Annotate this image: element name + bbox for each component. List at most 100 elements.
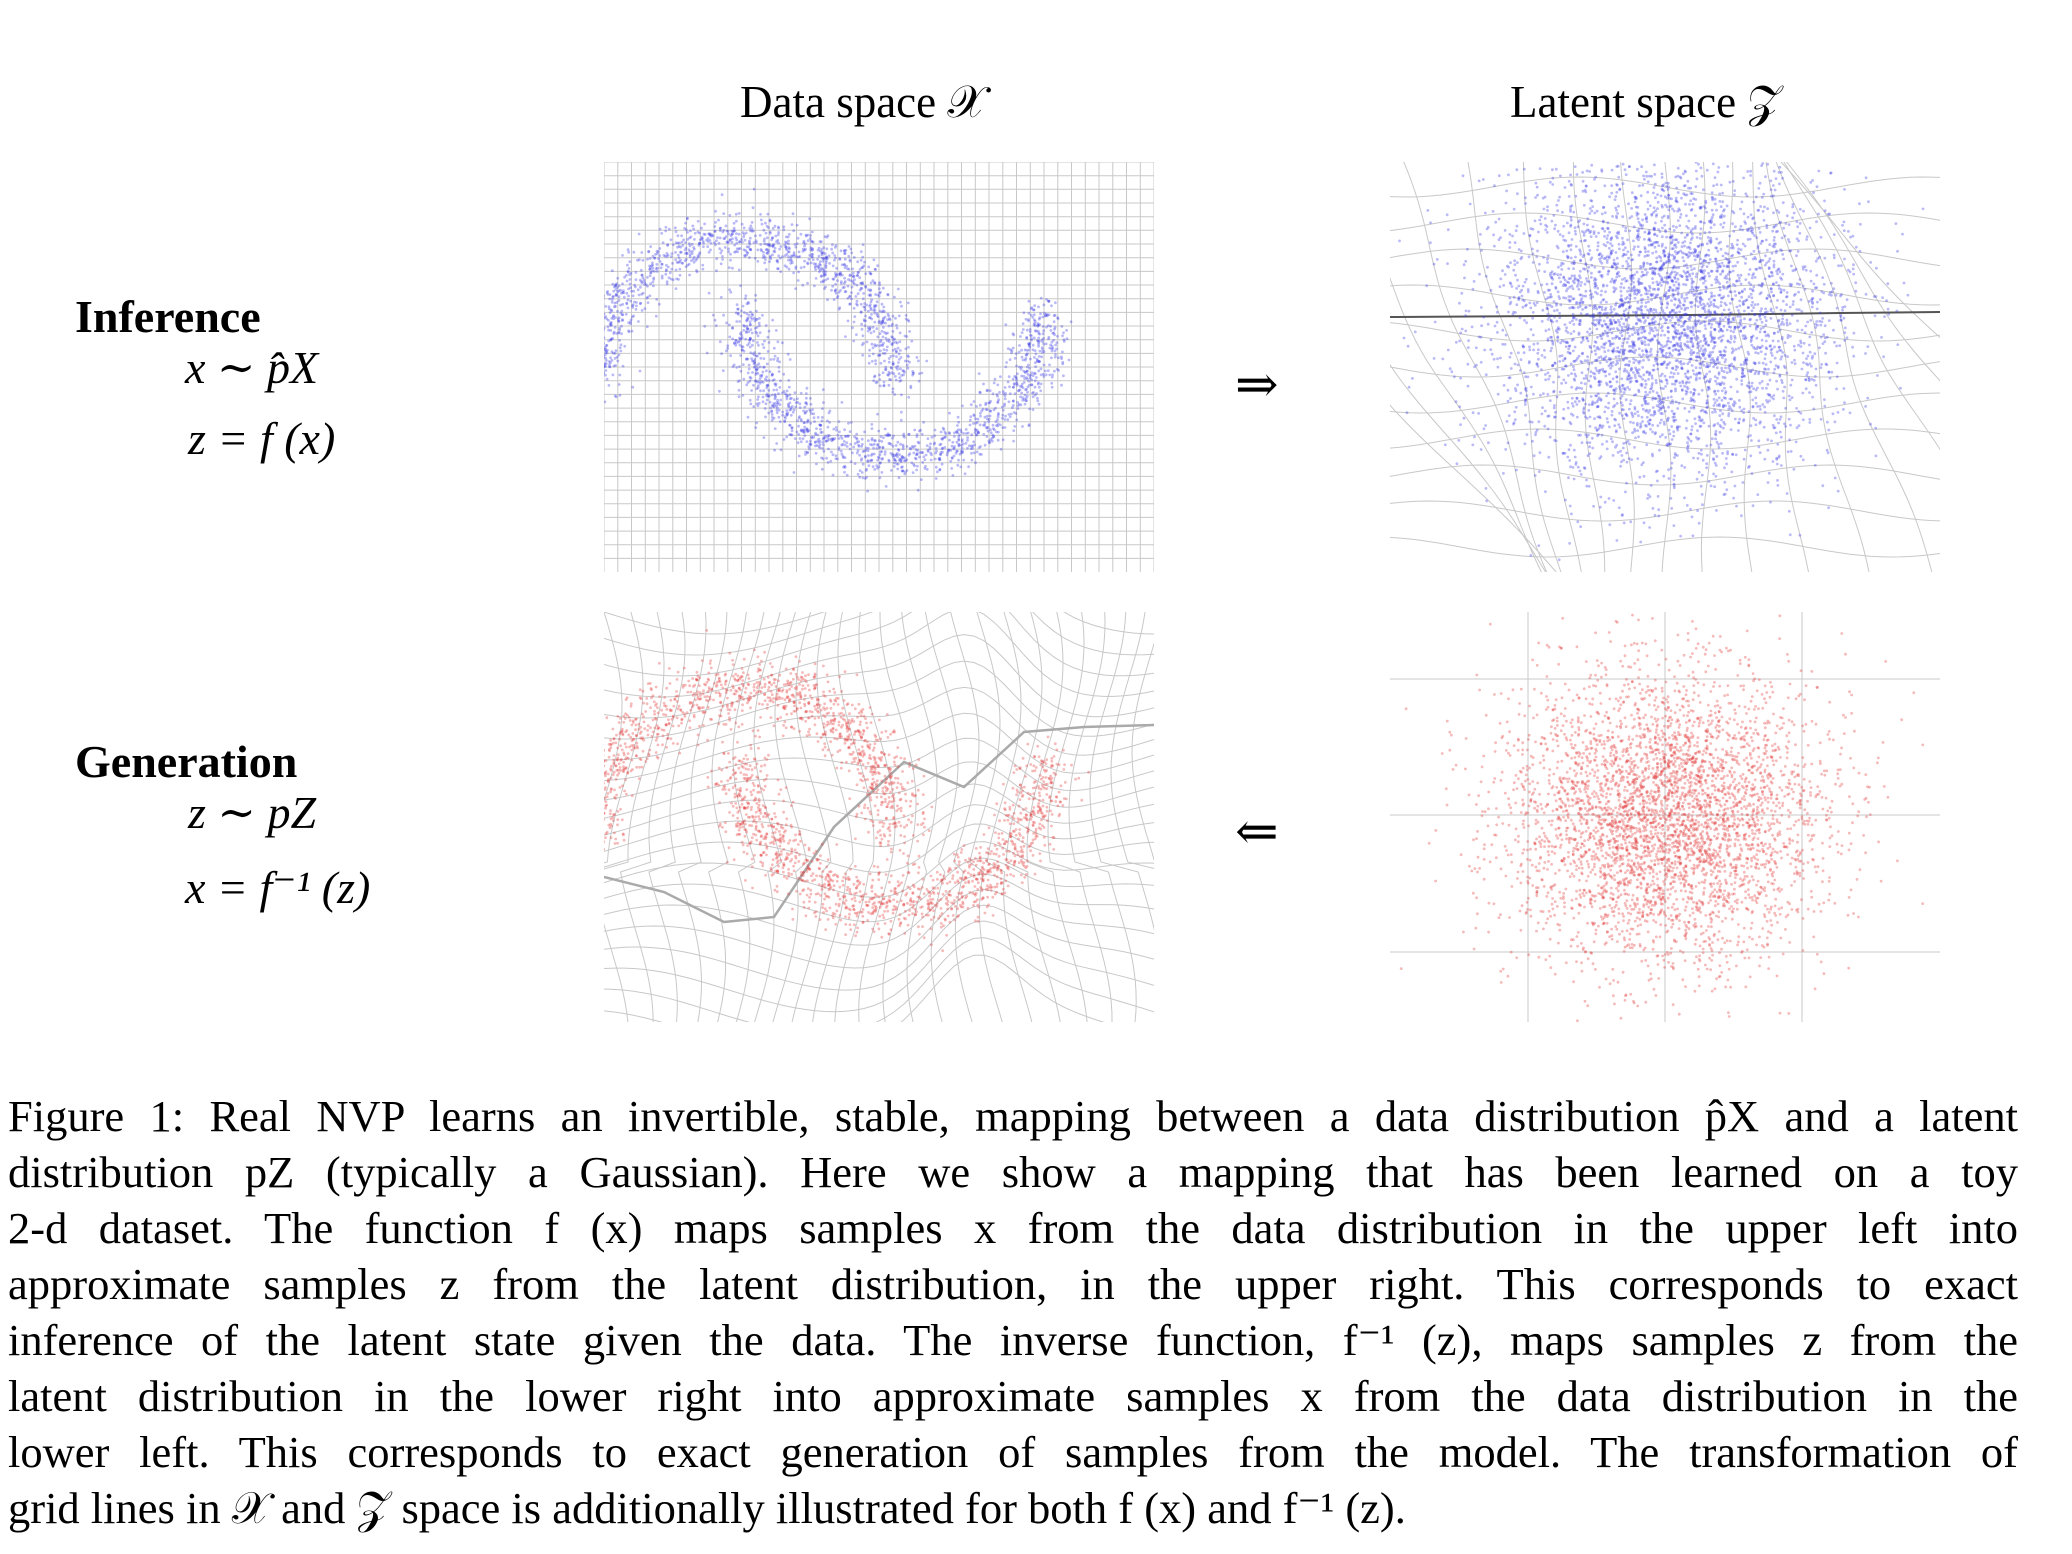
warped-grid-line [1390,363,1547,572]
warped-grid-line [950,612,980,1022]
warped-grid-line [604,612,1154,635]
warped-grid-line [604,612,623,803]
warped-grid-line [1110,612,1154,869]
inference-title: Inference [75,291,261,342]
warped-grid-line [604,612,665,1022]
warped-grid-line [1619,162,1635,572]
warped-grid-line [604,783,1154,836]
inference-arrow-icon: ⇒ [1235,357,1279,414]
warped-grid-red-moons [604,612,1154,1022]
warped-grid-line [620,612,686,1022]
warped-grid-line [901,612,938,1022]
warped-grid-line [1752,162,1809,572]
warped-grid-line [1390,392,1940,414]
generation-title: Generation [75,736,298,787]
warped-grid-line [1403,162,1548,572]
warped-grid-line [677,612,728,1022]
warped-grid-line [708,612,747,1022]
generation-arrow-icon: ⇐ [1235,804,1279,861]
warped-grid-line [604,804,1154,852]
caption-line: Figure 1: Real NVP learns an invertible,… [8,1091,2018,1141]
warped-grid-line [1783,162,1940,451]
inference-equation-map: z = f (x) [188,413,336,464]
caption-line: lower left. This corresponds to exact ge… [8,1427,2018,1477]
warped-grid-line [604,920,1154,1013]
blue-gaussian-points [1398,162,1925,562]
caption-line: approximate samples z from the latent di… [8,1259,2018,1309]
warped-grid-line [1390,320,1940,342]
warped-grid-line [604,612,1154,656]
warped-grid-line [791,612,832,1022]
warped-grid-line [604,612,1154,677]
warped-grid-line [604,904,1154,991]
warped-grid-line [1522,162,1582,572]
warped-grid-line [879,612,917,1022]
warped-grid-blue-gaussian [1390,162,1940,572]
regular-grid-blue-moons [604,162,1154,572]
warped-grid-line [1786,162,1940,382]
warped-grid-line [1390,404,1557,572]
caption-line: distribution pZ (typically a Gaussian). … [8,1147,2018,1197]
caption-line: latent distribution in the lower right i… [8,1371,2018,1421]
warped-grid-line [924,612,959,1022]
warped-grid-line [604,634,1154,719]
warped-grid-line [969,612,1003,1022]
generation-equation-sample: z ∼ pZ [188,787,317,838]
caption-line: grid lines in 𝒳 and 𝒵 space is additiona… [8,1483,1406,1533]
warped-grid-line [1390,356,1940,378]
warped-grid-line [1089,612,1154,931]
warped-grid-line [1005,612,1061,1022]
column-header-data-space: Data space 𝒳 [740,77,987,127]
generation-equation-map: x = f⁻¹ (z) [185,862,371,913]
warped-grid-line [1467,162,1562,572]
inference-equation-sample: x ∼ p̂X [185,342,319,393]
warped-grid-line [604,712,1154,782]
warped-grid-line [1694,162,1712,572]
warped-grid-line [604,937,1154,1022]
warped-grid-line [1728,162,1753,572]
warped-grid-line [732,612,765,1022]
warped-grid-line [604,612,1154,698]
warped-grid-line [834,612,875,1022]
warped-grid-line [1572,162,1606,572]
caption-line: inference of the latent state given the … [8,1315,2018,1365]
red-gaussian-points [1399,613,1925,1022]
warped-grid-line [604,857,1154,923]
regular-grid-red-gaussian [1390,612,1940,1022]
warped-grid-line [604,954,1105,1022]
warped-grid-line [772,612,808,1022]
column-header-latent-space: Latent space 𝒵 [1510,77,1782,127]
warped-grid-line [1390,277,1542,572]
caption-line: 2-d dataset. The function f (x) maps sam… [8,1203,2018,1253]
warped-grid-line [1390,428,1940,450]
warped-grid-line [858,612,896,1022]
panel-data-space-inference [604,162,1154,572]
warped-grid-line [604,823,1154,873]
warped-grid-line [1390,500,1940,522]
warped-grid-line [604,761,1154,819]
red-sample-points [604,629,1090,953]
warped-grid-line [1775,162,1933,572]
blue-sample-points [604,187,1073,493]
panel-latent-space-generation [1390,612,1940,1022]
warped-grid-line [1656,162,1672,572]
warped-grid-line [1047,612,1113,1022]
warped-grid-line [986,612,1033,1022]
warped-grid-line [1390,212,1940,234]
warped-grid-line [604,873,1154,946]
warped-grid-line [604,841,1154,898]
warped-grid-line [1765,162,1870,572]
figure-caption: Figure 1: Real NVP learns an invertible,… [8,1088,2018,1536]
dense-grid-band [1390,311,1940,318]
warped-grid-line [753,612,782,1022]
warped-grid-line [604,686,1154,761]
warped-grid-line [1131,642,1154,862]
warped-grid-line [604,889,1154,969]
warped-grid-line [604,612,644,864]
warped-grid-line [648,612,707,1022]
dense-grid-band [604,723,1154,924]
warped-grid-line [1026,612,1088,1022]
panel-data-space-generation [604,612,1154,1022]
warped-grid-line [1390,176,1940,198]
panel-latent-space-inference [1390,162,1940,572]
